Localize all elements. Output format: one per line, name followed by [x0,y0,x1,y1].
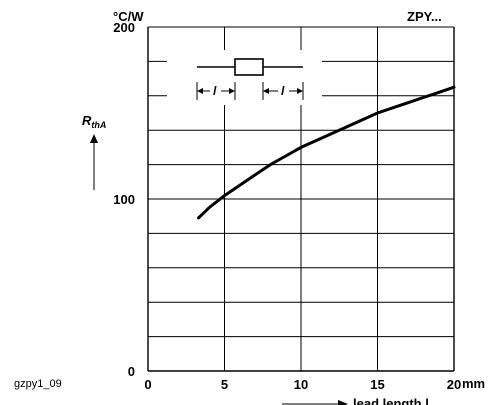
x-unit-label: mm [462,376,485,391]
y-tick-label: 100 [113,192,135,207]
y-tick-labels: 0 100 200 [113,20,135,379]
x-tick-label: 0 [144,377,151,392]
y-axis-arrow-head [90,134,98,143]
y-axis-title: RthA [82,113,106,130]
x-tick-label: 5 [221,377,228,392]
y-unit-label: °C/W [113,9,144,24]
y-tick-label: 200 [113,20,135,35]
inset-arrowhead-4 [297,88,303,94]
y-tick-label: 0 [128,364,135,379]
inset-l-left: l [213,84,217,98]
x-tick-label: 10 [294,377,308,392]
header-right-label: ZPY... [407,9,442,24]
x-tick-labels: 0 5 10 15 20 [144,377,461,392]
inset-resistor-body [234,58,264,76]
x-tick-label: 15 [370,377,384,392]
inset-arrowhead-1 [197,88,203,94]
x-axis-arrow-head [338,400,348,405]
y-axis-main: R [82,113,92,128]
resistor-inset: l l [167,50,322,105]
inset-arrowhead-3 [263,88,269,94]
x-axis-title: lead length l [353,396,429,405]
x-tick-label: 20 [447,377,461,392]
figure-id-label: gzpy1_09 [14,378,62,390]
series-line-rtha [197,85,456,220]
inset-l-right: l [281,84,285,98]
y-axis-sub: thA [91,120,106,130]
inset-arrowhead-2 [229,88,235,94]
